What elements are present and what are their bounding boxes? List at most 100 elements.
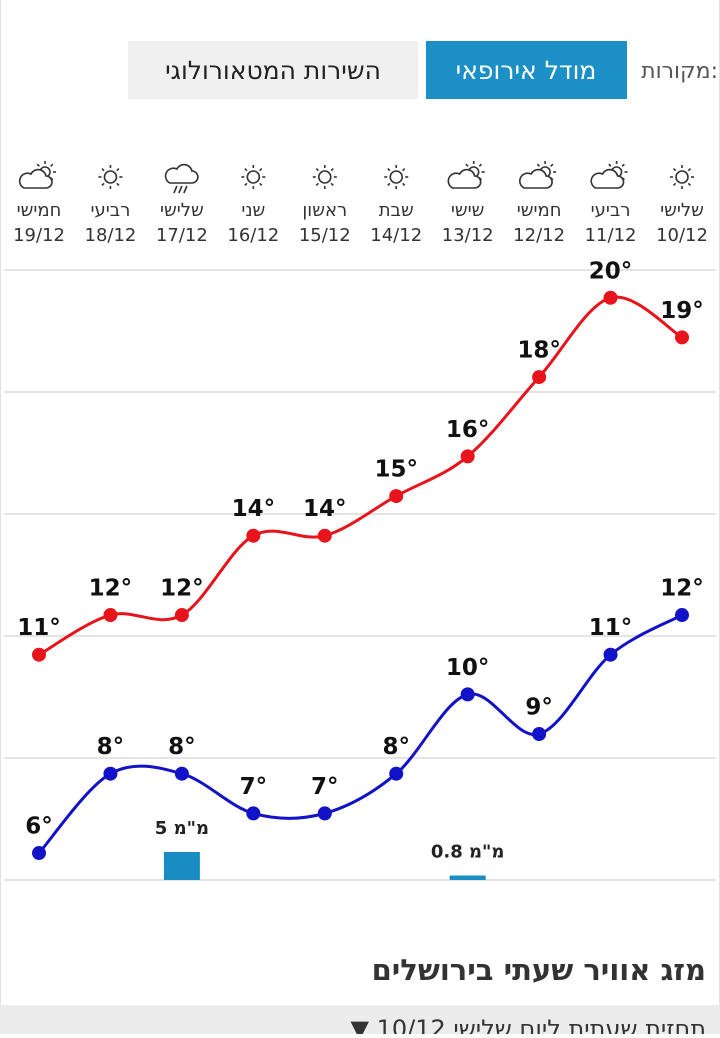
temp-point [103,608,118,623]
weather-icon [312,165,337,189]
temp-point [675,608,689,623]
sun-ray [50,163,54,167]
weather-icon [447,161,485,189]
day-name: שני [241,200,265,221]
sun-ray [608,163,612,167]
temp-point [32,647,46,662]
sun-ray [550,163,554,167]
cloud-icon [164,163,199,184]
sun-ray [244,167,248,172]
temp-label: 16° [446,417,490,443]
temp-label: 14° [232,496,276,522]
section-title: מזג אוויר שעתי בירושלים [372,953,706,987]
rain-drop [173,185,178,194]
source-tab-active[interactable] [426,41,627,99]
sun-icon [246,170,261,184]
temp-point [174,766,189,781]
temp-point [32,846,46,861]
date-label: 13/12 [442,225,494,246]
chart: שלישי 10/12 רביעי 11/12 חמישי 12/12 שישי 13/12 ש… [4,161,716,881]
temp-point [389,489,404,504]
sun-ray [465,163,469,167]
precip-label: 0.8 מ"מ [431,842,505,863]
sun-ray [672,182,677,187]
sun-ray [687,167,692,172]
weather-icon [241,165,266,189]
source-tab-label[interactable]: מודל אירופאי [456,56,597,85]
temp-label: 18° [517,338,561,364]
sun-icon [675,170,689,184]
temp-label: 20° [589,258,633,284]
weather-icon [164,163,199,194]
sun-ray [330,167,334,172]
sun-ray [315,182,319,187]
sun-ray [621,163,625,167]
cloud-icon [590,168,625,189]
hourly-toggle[interactable]: ▼ תחזית שעתית ליום שלישי 10/12 [351,1015,706,1038]
temp-label: 12° [89,576,133,602]
day-name: רביעי [90,200,130,221]
temp-point [603,290,618,305]
temp-label: 8° [382,734,410,760]
day-name: חמישי [517,200,562,221]
sun-ray [315,167,319,172]
day-name: רביעי [591,200,631,221]
day-name: שישי [451,200,485,221]
temp-line [38,295,683,657]
temp-point [460,687,475,702]
weather-icon [18,161,56,189]
temp-point [174,608,189,623]
hourly-bar[interactable] [0,1005,720,1038]
precip-label: 5 מ"מ [155,818,209,839]
temp-label: 7° [240,774,268,800]
temp-point [246,528,261,543]
sun-ray [36,163,40,167]
temp-label: 15° [374,457,418,483]
sun-ray [402,167,406,172]
weather-icon [98,165,123,189]
temp-point [532,727,547,742]
sun-ray [116,167,120,172]
source-tab-label[interactable]: השירות המטאורולוגי [165,56,381,85]
sun-ray [116,182,120,187]
sun-icon [103,170,118,184]
rain-drop [183,185,188,194]
date-label: 11/12 [585,225,637,246]
temp-label: 7° [311,774,339,800]
weather-icon [590,161,628,189]
date-label: 14/12 [370,225,422,246]
cloud-icon [518,168,553,189]
source-tab[interactable] [128,41,418,99]
day-name: ראשון [302,200,347,221]
sun-ray [672,167,677,172]
date-label: 19/12 [13,225,65,246]
temp-label: 11° [589,615,633,641]
date-label: 12/12 [513,225,565,246]
day-name: שלישי [160,200,204,221]
temp-point [246,806,261,821]
day-name: חמישי [17,200,62,221]
sources-label: מקורות: [641,59,718,84]
sun-icon [389,170,404,184]
sun-ray [259,182,263,187]
weather-icon [518,161,557,189]
temp-label: 12° [160,576,204,602]
temp-label: 8° [97,734,125,760]
temp-point [317,806,332,821]
temp-point [603,647,618,662]
cloud-icon [447,168,482,189]
temp-point [675,330,689,345]
temp-label: 11° [17,615,61,641]
sun-ray [478,163,483,167]
weather-icon [384,165,409,189]
date-label: 16/12 [227,225,279,246]
cloud-icon [18,168,53,189]
temp-point [389,766,404,781]
sun-ray [536,163,541,167]
temp-label: 19° [660,298,704,324]
temp-point [460,449,475,464]
temp-label: 6° [25,814,53,840]
sun-ray [387,167,391,172]
